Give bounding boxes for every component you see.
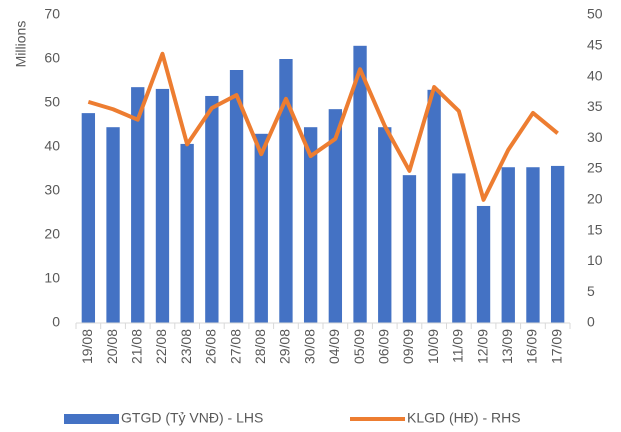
bar: [81, 113, 96, 324]
x-tick-label: 09/09: [400, 329, 416, 364]
bar: [180, 143, 194, 323]
bar: [550, 165, 565, 323]
bar: [106, 127, 120, 323]
x-tick-label: 30/08: [301, 329, 317, 364]
x-tick-label: 26/08: [203, 329, 219, 364]
x-tick-label: 10/09: [425, 329, 441, 364]
x-tick-label: 27/08: [227, 329, 243, 364]
y2-tick-label: 20: [587, 191, 603, 207]
legend-swatch: [64, 414, 119, 424]
x-tick-label: 23/08: [178, 329, 194, 364]
x-tick-label: 13/09: [499, 329, 515, 364]
y2-tick-label: 25: [587, 160, 603, 176]
y-tick-label: 40: [44, 138, 60, 154]
x-tick-label: 28/08: [252, 329, 268, 364]
legend-label: GTGD (Tỷ VNĐ) - LHS: [121, 410, 263, 426]
bar: [353, 45, 367, 324]
bar: [155, 88, 170, 323]
legend-label: KLGD (HĐ) - RHS: [407, 410, 521, 426]
y2-tick-label: 5: [587, 283, 595, 299]
line: [87, 51, 559, 202]
y-tick-label: 10: [44, 270, 60, 286]
x-tick-label: 05/09: [351, 329, 367, 364]
y-tick-label: 30: [44, 182, 60, 198]
bar: [501, 167, 515, 323]
y2-tick-label: 35: [587, 98, 603, 114]
bar: [526, 167, 540, 323]
legend: GTGD (Tỷ VNĐ) - LHS KLGD (HĐ) - RHS: [64, 410, 521, 426]
bar: [328, 109, 343, 323]
bar: [303, 127, 318, 323]
y-tick-label: 0: [52, 314, 60, 330]
bar: [279, 59, 293, 323]
x-tick-label: 06/09: [375, 329, 391, 364]
bar: [229, 70, 244, 323]
x-tick-label: 04/09: [326, 329, 342, 364]
bar: [205, 95, 219, 324]
x-tick-label: 17/09: [548, 329, 564, 364]
bar: [131, 87, 145, 323]
x-tick-label: 19/08: [79, 329, 95, 364]
y-axis-label: Millions: [13, 21, 29, 68]
y2-tick-label: 40: [587, 67, 603, 83]
x-tick-label: 22/08: [153, 329, 169, 364]
bar: [452, 173, 466, 323]
bar: [402, 175, 417, 323]
y-tick-label: 20: [44, 226, 60, 242]
bar: [476, 205, 491, 323]
y-tick-label: 60: [44, 50, 60, 66]
y2-tick-label: 50: [587, 6, 603, 22]
bar: [427, 89, 441, 323]
y2-tick-label: 10: [587, 252, 603, 268]
y-tick-label: 50: [44, 94, 60, 110]
x-tick-label: 16/09: [524, 329, 540, 364]
bar: [378, 127, 392, 323]
y2-tick-label: 30: [587, 129, 603, 145]
x-tick-label: 12/09: [474, 329, 490, 364]
y2-tick-label: 0: [587, 314, 595, 330]
bar: [254, 133, 268, 323]
x-tick-label: 20/08: [104, 329, 120, 364]
y-tick-label: 70: [44, 6, 60, 22]
x-tick-label: 29/08: [277, 329, 293, 364]
x-tick-label: 21/08: [128, 329, 144, 364]
y2-tick-label: 15: [587, 221, 603, 237]
x-tick-label: 11/09: [450, 329, 466, 363]
y2-tick-label: 45: [587, 37, 603, 53]
